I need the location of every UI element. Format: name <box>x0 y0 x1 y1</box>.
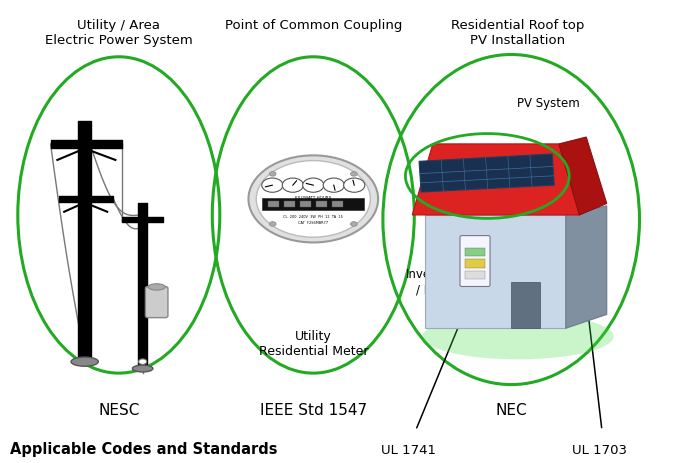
Circle shape <box>269 172 276 177</box>
Circle shape <box>282 179 303 193</box>
Polygon shape <box>559 138 607 215</box>
Polygon shape <box>424 215 566 328</box>
Circle shape <box>261 179 283 193</box>
Circle shape <box>344 179 365 193</box>
FancyBboxPatch shape <box>332 202 343 207</box>
Polygon shape <box>566 206 607 328</box>
Circle shape <box>138 359 147 365</box>
Circle shape <box>269 222 276 227</box>
Text: NEC: NEC <box>495 402 527 417</box>
Ellipse shape <box>133 365 153 372</box>
FancyBboxPatch shape <box>262 198 365 211</box>
Circle shape <box>303 179 324 193</box>
Ellipse shape <box>148 284 165 290</box>
Circle shape <box>350 222 357 227</box>
Circle shape <box>350 172 357 177</box>
Text: CAT  F2S6MBR77: CAT F2S6MBR77 <box>298 220 328 225</box>
FancyBboxPatch shape <box>466 260 484 268</box>
Ellipse shape <box>71 357 98 366</box>
FancyBboxPatch shape <box>511 283 540 328</box>
Text: IEEE Std 1547: IEEE Std 1547 <box>260 402 367 417</box>
FancyBboxPatch shape <box>145 287 168 318</box>
Polygon shape <box>412 144 579 215</box>
Text: Inverter
/ ICS: Inverter / ICS <box>406 268 453 296</box>
Text: KILOWATT HOURS: KILOWATT HOURS <box>295 195 332 199</box>
Text: Utility
Residential Meter: Utility Residential Meter <box>259 330 368 357</box>
FancyBboxPatch shape <box>284 202 295 207</box>
FancyBboxPatch shape <box>300 202 310 207</box>
FancyBboxPatch shape <box>460 236 490 287</box>
Circle shape <box>256 161 370 238</box>
FancyBboxPatch shape <box>268 202 279 207</box>
Ellipse shape <box>422 314 614 360</box>
Polygon shape <box>419 155 555 193</box>
Text: UL 1741: UL 1741 <box>381 443 436 456</box>
Text: CL  200  240V  3W  PH  12  TA  15: CL 200 240V 3W PH 12 TA 15 <box>283 215 343 219</box>
FancyBboxPatch shape <box>466 249 484 257</box>
Text: Utility / Area
Electric Power System: Utility / Area Electric Power System <box>45 19 193 47</box>
Circle shape <box>323 179 344 193</box>
Text: UL 1703: UL 1703 <box>572 443 627 456</box>
FancyBboxPatch shape <box>316 202 327 207</box>
Text: Residential Roof top
PV Installation: Residential Roof top PV Installation <box>451 19 585 47</box>
Circle shape <box>248 156 378 243</box>
Text: Applicable Codes and Standards: Applicable Codes and Standards <box>10 441 277 456</box>
FancyBboxPatch shape <box>466 271 484 280</box>
Text: NESC: NESC <box>98 402 140 417</box>
Text: Point of Common Coupling: Point of Common Coupling <box>224 19 402 32</box>
Text: PV System: PV System <box>517 97 580 110</box>
